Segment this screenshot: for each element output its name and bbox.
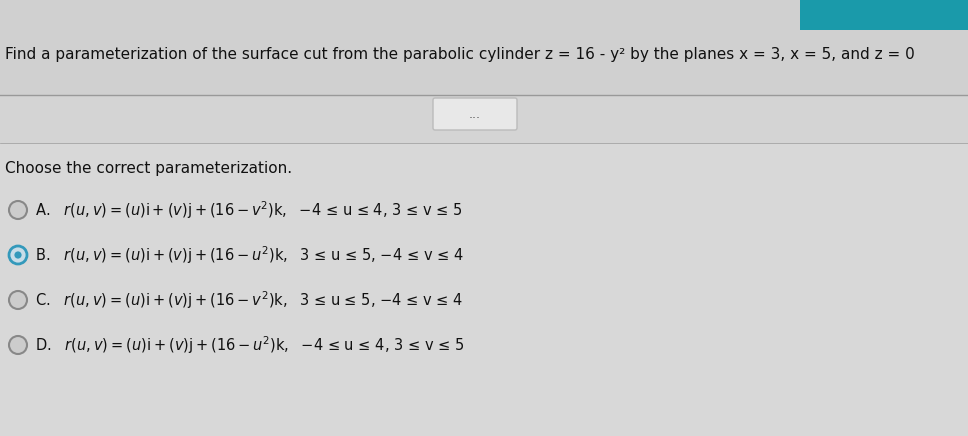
- Text: Find a parameterization of the surface cut from the parabolic cylinder z = 16 - : Find a parameterization of the surface c…: [5, 48, 915, 62]
- FancyBboxPatch shape: [433, 98, 517, 130]
- Circle shape: [9, 336, 27, 354]
- Text: ...: ...: [469, 108, 481, 120]
- Circle shape: [9, 201, 27, 219]
- Text: Choose the correct parameterization.: Choose the correct parameterization.: [5, 160, 292, 176]
- Text: C.   $r(u,v) = (u)\mathrm{i} + (v)\mathrm{j} + \left(16 - v^2\right)\mathrm{k},\: C. $r(u,v) = (u)\mathrm{i} + (v)\mathrm{…: [35, 289, 463, 311]
- Bar: [0, 0, 968, 30]
- Circle shape: [15, 252, 21, 259]
- Bar: [800, 0, 968, 30]
- Text: B.   $r(u,v) = (u)\mathrm{i} + (v)\mathrm{j} + \left(16 - u^2\right)\mathrm{k},\: B. $r(u,v) = (u)\mathrm{i} + (v)\mathrm{…: [35, 244, 464, 266]
- Bar: [0, 0, 968, 95]
- Text: A.   $r(u,v) = (u)\mathrm{i} + (v)\mathrm{j} + \left(16 - v^2\right)\mathrm{k},\: A. $r(u,v) = (u)\mathrm{i} + (v)\mathrm{…: [35, 199, 463, 221]
- Bar: [0, 143, 968, 436]
- Circle shape: [9, 246, 27, 264]
- Text: D.   $r(u,v) = (u)\mathrm{i} + (v)\mathrm{j} + \left(16 - u^2\right)\mathrm{k},\: D. $r(u,v) = (u)\mathrm{i} + (v)\mathrm{…: [35, 334, 465, 356]
- Circle shape: [9, 291, 27, 309]
